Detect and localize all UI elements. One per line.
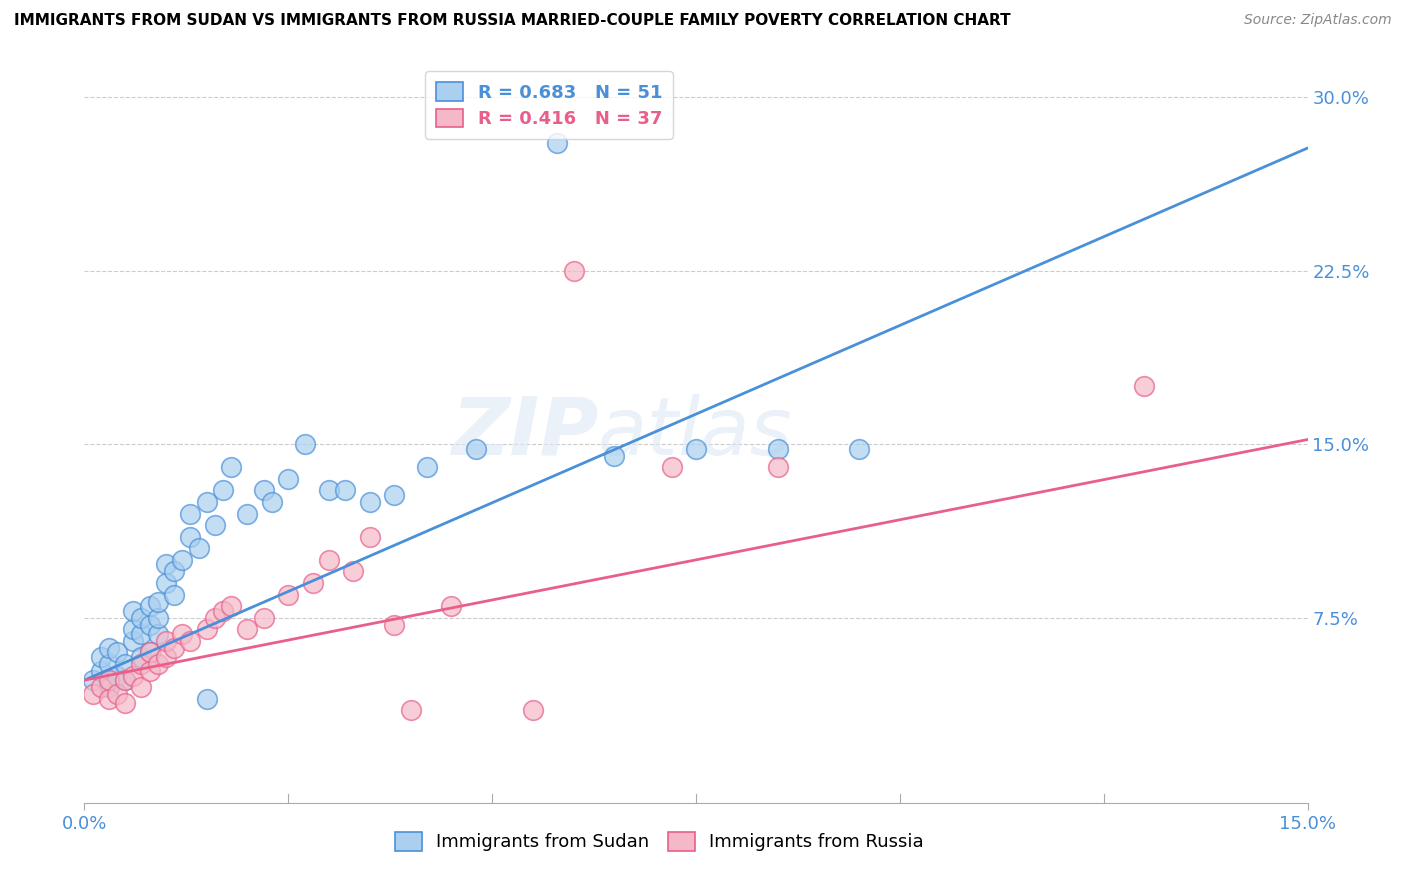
Point [97,640,120,655]
Point [90,650,112,665]
Point [90,664,112,678]
Point [105,645,128,659]
Point [416,460,439,475]
Point [187,541,209,556]
Point [294,437,316,451]
Point [163,640,186,655]
Point [131,627,153,641]
Point [97,673,120,688]
Point [318,553,340,567]
Point [114,673,136,688]
Point [122,622,145,636]
Point [661,460,683,475]
Point [122,604,145,618]
Point [440,599,463,614]
Legend: Immigrants from Sudan, Immigrants from Russia: Immigrants from Sudan, Immigrants from R… [385,823,932,861]
Point [90,680,112,694]
Point [131,680,153,694]
Point [204,611,226,625]
Point [138,664,160,678]
Point [382,617,405,632]
Point [335,483,357,498]
Point [342,565,364,579]
Point [155,558,177,572]
Point [172,553,194,567]
Point [253,611,276,625]
Point [131,657,153,671]
Point [146,611,169,625]
Point [122,633,145,648]
Point [318,483,340,498]
Point [522,703,544,717]
Point [155,650,177,665]
Point [82,673,104,688]
Text: ZIP: ZIP [451,393,598,472]
Point [204,518,226,533]
Point [301,576,323,591]
Point [114,657,136,671]
Point [97,680,120,694]
Point [114,696,136,710]
Point [131,611,153,625]
Point [163,588,186,602]
Point [155,633,177,648]
Point [97,691,120,706]
Point [105,687,128,701]
Point [562,263,585,277]
Point [277,472,299,486]
Point [212,483,235,498]
Point [146,594,169,608]
Point [138,645,160,659]
Point [82,687,104,701]
Point [1133,379,1156,393]
Point [105,668,128,682]
Point [172,627,194,641]
Point [146,657,169,671]
Point [848,442,870,456]
Point [195,691,218,706]
Point [766,442,789,456]
Point [97,657,120,671]
Point [195,622,218,636]
Text: Source: ZipAtlas.com: Source: ZipAtlas.com [1244,13,1392,28]
Text: atlas: atlas [598,393,793,472]
Point [138,645,160,659]
Point [195,495,218,509]
Point [277,588,299,602]
Point [236,622,259,636]
Point [236,507,259,521]
Point [155,576,177,591]
Point [382,488,405,502]
Point [122,668,145,682]
Point [212,604,235,618]
Text: IMMIGRANTS FROM SUDAN VS IMMIGRANTS FROM RUSSIA MARRIED-COUPLE FAMILY POVERTY CO: IMMIGRANTS FROM SUDAN VS IMMIGRANTS FROM… [14,13,1011,29]
Point [179,530,201,544]
Point [359,495,381,509]
Point [219,599,242,614]
Point [399,703,422,717]
Point [219,460,242,475]
Point [260,495,283,509]
Point [163,565,186,579]
Point [138,599,160,614]
Point [146,627,169,641]
Point [766,460,789,475]
Point [546,136,568,151]
Point [138,617,160,632]
Point [253,483,276,498]
Point [179,633,201,648]
Point [685,442,707,456]
Point [603,449,626,463]
Point [359,530,381,544]
Point [114,673,136,688]
Point [464,442,486,456]
Point [131,650,153,665]
Point [179,507,201,521]
